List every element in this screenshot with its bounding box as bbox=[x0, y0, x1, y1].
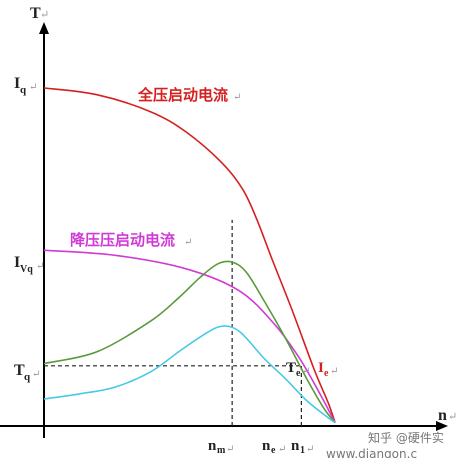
y-axis-title: T bbox=[30, 5, 41, 22]
reduced-voltage-label: 降压压启动电流 bbox=[70, 231, 175, 249]
ivq-mark: ↵ bbox=[36, 261, 44, 272]
ne-mark: ↵ bbox=[278, 444, 286, 455]
te-sub: e bbox=[296, 368, 301, 379]
n1-sub: 1 bbox=[300, 445, 305, 456]
watermark-line2: www.diangon.c bbox=[326, 447, 417, 458]
y-label-iq: I q ↵ bbox=[14, 75, 37, 96]
ne-sub: e bbox=[271, 445, 276, 456]
n1-mark: ↵ bbox=[306, 444, 314, 455]
ne-main: n bbox=[262, 438, 271, 454]
point-label-te: T e ↵ bbox=[286, 360, 310, 379]
y-axis-arrow bbox=[39, 22, 49, 34]
te-main: T bbox=[286, 360, 296, 376]
nm-main: n bbox=[208, 438, 217, 454]
x-axis-title-mark: ↵ bbox=[448, 411, 457, 423]
x-label-nm: n m ↵ bbox=[208, 438, 234, 456]
ivq-sub: Vq bbox=[20, 264, 33, 275]
y-axis-title-mark: ↵ bbox=[40, 9, 49, 21]
x-axis-title: n bbox=[438, 407, 447, 424]
axes bbox=[0, 22, 448, 438]
iq-mark: ↵ bbox=[29, 82, 37, 93]
y-label-ivq: I Vq ↵ bbox=[14, 254, 44, 275]
y-label-tq: T q ↵ bbox=[14, 362, 40, 383]
full-voltage-mark: ↵ bbox=[233, 92, 241, 103]
x-label-ne: n e ↵ bbox=[262, 438, 286, 456]
nm-mark: ↵ bbox=[226, 444, 234, 455]
series-line-2 bbox=[43, 249, 336, 423]
ie-main: I bbox=[318, 360, 324, 376]
tq-mark: ↵ bbox=[32, 369, 40, 380]
dashed-guides bbox=[44, 219, 302, 426]
x-label-n1: n 1 ↵ bbox=[291, 438, 314, 456]
iq-main: I bbox=[14, 75, 20, 92]
n1-main: n bbox=[291, 438, 300, 454]
reduced-voltage-mark: ↵ bbox=[184, 237, 192, 248]
x-axis-arrow bbox=[436, 421, 448, 431]
series-line-4 bbox=[43, 325, 336, 424]
ivq-main: I bbox=[14, 254, 20, 271]
full-voltage-label: 全压启动电流 bbox=[137, 86, 228, 104]
ie-mark: ↵ bbox=[330, 366, 338, 377]
series-line-3 bbox=[43, 260, 336, 424]
watermark-line1: 知乎 @硬件实 bbox=[368, 430, 444, 445]
ie-sub: e bbox=[324, 368, 329, 379]
nm-sub: m bbox=[217, 445, 226, 456]
tq-sub: q bbox=[24, 371, 31, 383]
te-mark: ↵ bbox=[302, 366, 310, 377]
series bbox=[43, 87, 336, 424]
tq-main: T bbox=[14, 362, 25, 379]
point-label-ie: I e ↵ bbox=[318, 360, 338, 379]
iq-sub: q bbox=[20, 84, 27, 96]
series-line-1 bbox=[43, 87, 336, 423]
